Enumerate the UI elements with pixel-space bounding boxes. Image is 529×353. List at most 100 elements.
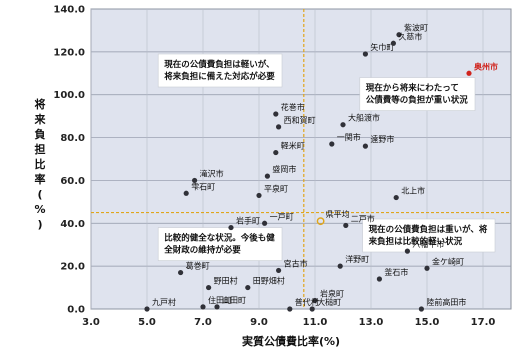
data-point-label: 奥州市 [473,61,498,71]
y-tick-label: 80.0 [60,133,85,144]
data-point-label: 遠野市 [370,134,394,144]
data-point-marker [264,173,270,179]
data-point-marker [418,306,424,312]
data-point-label: 普代村 [295,297,319,307]
x-tick-label: 5.0 [138,317,156,328]
annotation-box: 現在の公債費負担は軽いが、将来負担に備えた対応が必要 [157,53,283,88]
data-point-label: 花巻市 [281,102,305,112]
data-point: 一戸町 [262,212,294,226]
annotation-text: 現在から将来にわたって [366,83,459,94]
y-tick-label: 100.0 [53,90,85,101]
data-point-label: 紫波町 [404,23,428,33]
data-point-marker [393,194,399,201]
data-point-label: 葛巻町 [186,261,210,271]
data-point: 陸前高田市 [418,297,466,312]
data-point-marker [273,111,279,117]
data-point: 盛岡市 [264,164,296,179]
data-point: 八幡平市 [404,239,444,254]
y-axis-title: 将来負担比率(%) [34,97,47,231]
data-point: 矢巾町 [362,42,394,57]
data-point: 岩手町 [228,216,260,231]
data-point-marker [396,32,402,38]
data-point: 大槌町 [309,297,341,312]
x-tick-label: 17.0 [471,317,496,328]
data-point-label: 盛岡市 [272,164,296,174]
data-point-label: 金ケ崎町 [432,256,464,266]
y-tick-label: 40.0 [60,219,85,230]
y-tick-label: 20.0 [60,262,85,273]
data-point-label: 滝沢市 [200,168,224,178]
data-point-label: 大船渡市 [348,113,380,123]
data-point-label: 岩泉町 [320,288,344,298]
y-tick-label: 140.0 [53,5,85,16]
data-point-marker [276,124,282,130]
data-point-label: 一戸町 [270,212,294,221]
data-point: 花巻市 [273,102,305,117]
data-point-marker [343,222,349,229]
annotation-text: 全財政の維持が必要 [163,245,241,256]
data-point-label: 雫石町 [191,182,215,191]
data-point: 大船渡市 [340,113,380,128]
data-point-marker [337,263,343,269]
annotation-text: 将来負担に備えた対応が必要 [164,71,275,82]
data-point-label: 洋野町 [345,254,369,264]
data-point-marker [228,224,234,231]
data-point: 二戸市 [343,213,375,229]
data-point-label: 矢巾町 [370,42,394,52]
data-point-marker [316,217,325,226]
annotation-text: 比較的健全な状況。今後も健 [164,233,275,244]
data-point-marker [276,267,282,274]
data-point-marker [206,284,212,291]
data-point: 普代村 [287,297,319,312]
data-point: 釜石市 [376,267,408,282]
data-point-marker [376,276,382,282]
data-point-marker [245,284,251,291]
y-tick-label: 120.0 [53,47,85,58]
data-point-marker [273,149,279,156]
data-point: 住田町 [200,295,232,310]
data-point-marker [362,143,368,149]
data-point-label: 宮古市 [284,258,308,268]
x-tick-label: 7.0 [194,317,212,328]
data-point-marker [390,40,396,46]
x-tick-label: 3.0 [82,317,100,328]
data-point-label: 大槌町 [317,297,341,307]
x-tick-label: 9.0 [250,317,268,328]
data-point: 紫波町 [396,23,428,38]
data-point-label: 釜石市 [384,267,408,277]
data-point: 軽米町 [273,141,305,156]
data-point-marker [362,51,368,57]
data-point-label: 北上市 [401,186,425,196]
data-point-label: 野田村 [214,276,238,286]
data-point-label: 一関市 [337,132,361,142]
data-point-label: 岩手町 [236,216,260,226]
data-point-marker [144,306,150,312]
data-point-marker [309,306,315,312]
data-point-marker [340,122,346,128]
data-point: 雫石町 [183,182,215,196]
x-tick-label: 13.0 [359,317,384,328]
data-point-marker [404,248,410,254]
data-point-marker [312,297,318,304]
annotation-text: 現在の公債費負担は重いが、将 [369,224,488,235]
data-point: 宮古市 [276,258,308,274]
data-point: 遠野市 [362,134,394,149]
annotation-text: 公債費等の負担が重い状況 [366,95,469,106]
annotation-text: 来負担は比較的軽い状況 [368,236,463,247]
data-point-marker [256,192,262,199]
data-point-label: 二戸市 [351,213,375,223]
data-point-label: 九戸村 [152,297,176,307]
data-point: 山田町 [214,295,246,310]
data-point: 葛巻町 [178,261,210,276]
data-point-marker [178,269,184,276]
data-point-label: 県平均 [326,209,350,219]
data-point: 金ケ崎町 [424,256,464,271]
data-point: 一関市 [329,132,361,147]
data-point-marker [262,220,268,226]
data-point: 奥州市 [466,61,498,76]
